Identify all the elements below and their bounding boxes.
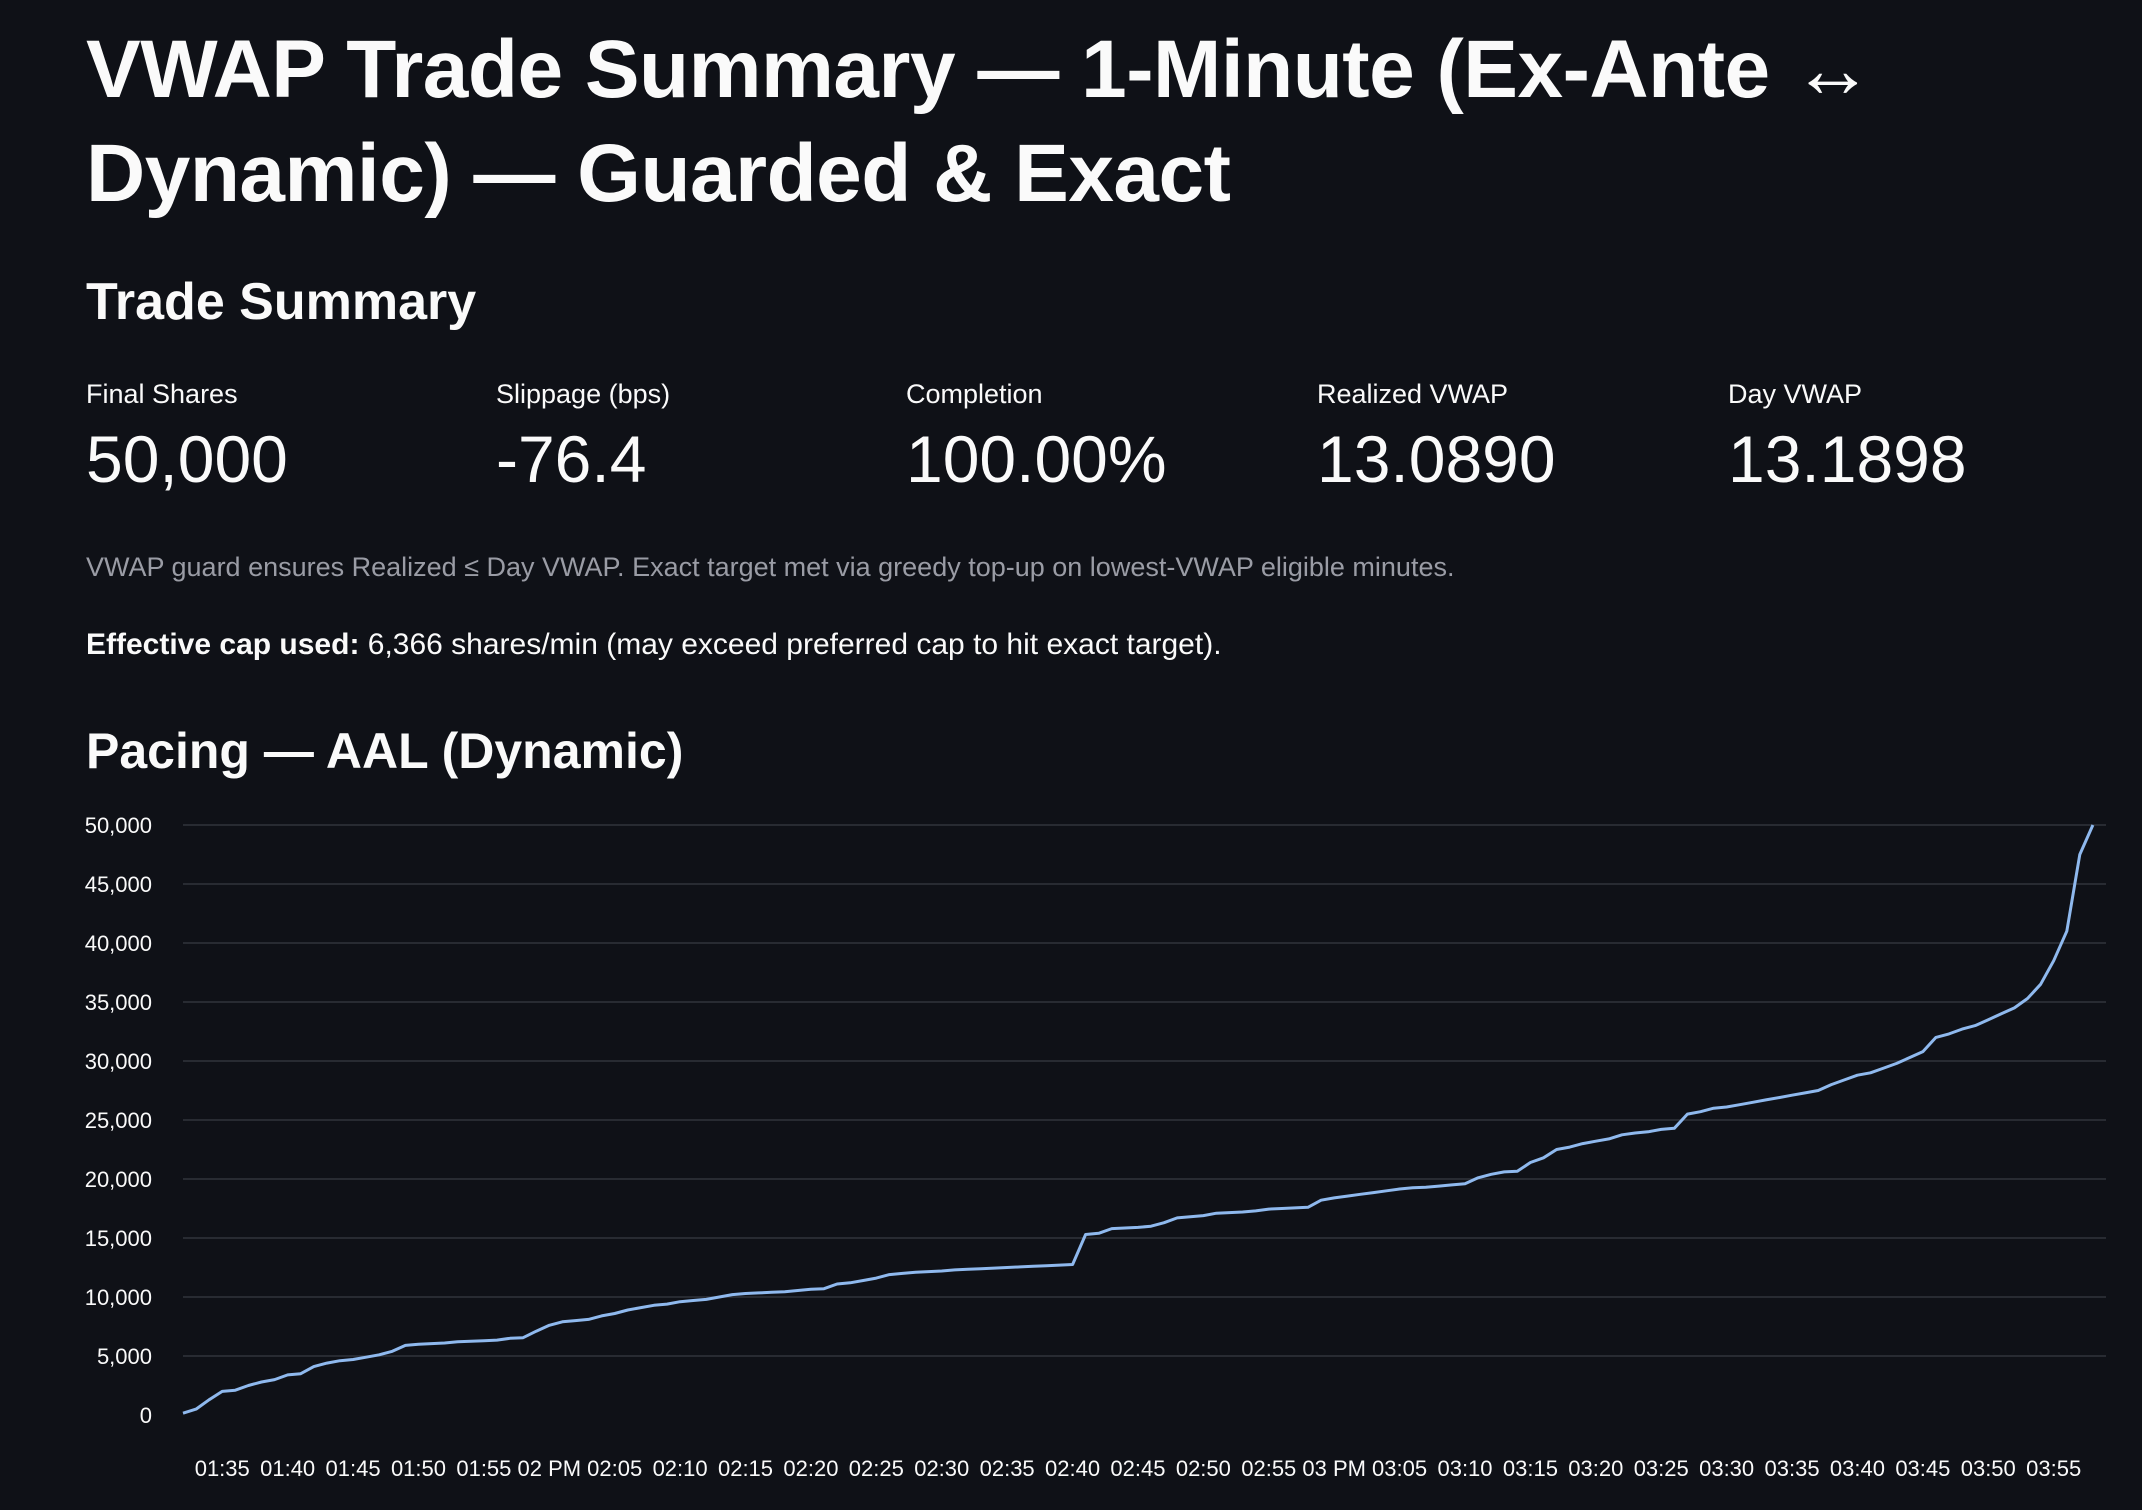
x-tick-label: 02:15	[718, 1456, 773, 1481]
metric-slippage: Slippage (bps) -76.4	[496, 374, 896, 504]
x-tick-label: 01:40	[260, 1456, 315, 1481]
x-tick-label: 03:50	[1961, 1456, 2016, 1481]
y-tick-label: 15,000	[85, 1226, 152, 1251]
x-tick-label: 03:15	[1503, 1456, 1558, 1481]
metric-completion: Completion 100.00%	[906, 374, 1306, 504]
x-tick-label: 02:50	[1176, 1456, 1231, 1481]
y-tick-label: 50,000	[85, 813, 152, 838]
trade-summary-heading: Trade Summary	[86, 273, 477, 331]
y-tick-label: 40,000	[85, 931, 152, 956]
effective-cap-text: 6,366 shares/min (may exceed preferred c…	[359, 628, 1222, 661]
effective-cap-label: Effective cap used:	[86, 628, 360, 661]
y-tick-label: 0	[140, 1403, 152, 1428]
pacing-series-line	[182, 824, 2095, 1415]
x-tick-label: 03:40	[1830, 1456, 1885, 1481]
x-tick-label: 01:50	[391, 1456, 446, 1481]
y-tick-label: 25,000	[85, 1108, 152, 1133]
metric-final-shares: Final Shares 50,000	[86, 374, 486, 504]
x-tick-label: 02:20	[783, 1456, 838, 1481]
page-title: VWAP Trade Summary — 1-Minute (Ex-Ante ↔…	[86, 24, 1874, 219]
x-tick-label: 03:25	[1634, 1456, 1689, 1481]
y-tick-label: 10,000	[85, 1285, 152, 1310]
y-tick-label: 20,000	[85, 1167, 152, 1192]
x-tick-label: 02:10	[653, 1456, 708, 1481]
x-tick-label: 01:45	[326, 1456, 381, 1481]
x-tick-label: 03:30	[1699, 1456, 1754, 1481]
x-tick-label: 03 PM	[1302, 1456, 1366, 1481]
x-tick-label: 02:55	[1241, 1456, 1296, 1481]
metric-value: 13.1898	[1728, 422, 1967, 496]
metrics-row: Final Shares 50,000 Slippage (bps) -76.4…	[86, 374, 2096, 514]
y-tick-label: 5,000	[97, 1344, 152, 1369]
effective-cap-note: Effective cap used: 6,366 shares/min (ma…	[86, 628, 1222, 662]
metric-value: 13.0890	[1317, 422, 1556, 496]
x-tick-label: 03:45	[1895, 1456, 1950, 1481]
y-tick-label: 35,000	[85, 990, 152, 1015]
x-tick-label: 02 PM	[517, 1456, 581, 1481]
metric-label: Realized VWAP	[1317, 379, 1509, 409]
metric-label: Slippage (bps)	[496, 379, 671, 409]
chart-y-axis: 0 5,000 10,000 15,000 20,000 25,000 30,000 35,0…	[85, 813, 152, 1428]
x-tick-label: 03:55	[2026, 1456, 2081, 1481]
chart-x-axis: 01:35 01:40 01:45 01:50 01:55 02 PM 02:05 02:10…	[195, 1456, 2081, 1481]
metric-label: Day VWAP	[1728, 379, 1863, 409]
x-tick-label: 01:55	[456, 1456, 511, 1481]
x-tick-label: 03:20	[1568, 1456, 1623, 1481]
pacing-heading: Pacing — AAL (Dynamic)	[86, 723, 684, 779]
x-tick-label: 02:45	[1110, 1456, 1165, 1481]
y-tick-label: 30,000	[85, 1049, 152, 1074]
metric-realized-vwap: Realized VWAP 13.0890	[1317, 374, 1717, 504]
metric-day-vwap: Day VWAP 13.1898	[1728, 374, 2128, 504]
x-tick-label: 02:25	[849, 1456, 904, 1481]
x-tick-label: 02:40	[1045, 1456, 1100, 1481]
metric-value: 100.00%	[906, 422, 1167, 496]
x-tick-label: 03:10	[1437, 1456, 1492, 1481]
metric-value: 50,000	[86, 422, 288, 496]
x-tick-label: 03:35	[1765, 1456, 1820, 1481]
y-tick-label: 45,000	[85, 872, 152, 897]
x-tick-label: 01:35	[195, 1456, 250, 1481]
x-tick-label: 02:05	[587, 1456, 642, 1481]
metric-value: -76.4	[496, 422, 647, 496]
metric-label: Final Shares	[86, 379, 238, 409]
x-tick-label: 02:35	[980, 1456, 1035, 1481]
x-tick-label: 02:30	[914, 1456, 969, 1481]
x-tick-label: 03:05	[1372, 1456, 1427, 1481]
chart-gridlines	[183, 824, 2106, 1357]
vwap-guard-caption: VWAP guard ensures Realized ≤ Day VWAP. …	[86, 552, 1455, 582]
metric-label: Completion	[906, 379, 1043, 409]
